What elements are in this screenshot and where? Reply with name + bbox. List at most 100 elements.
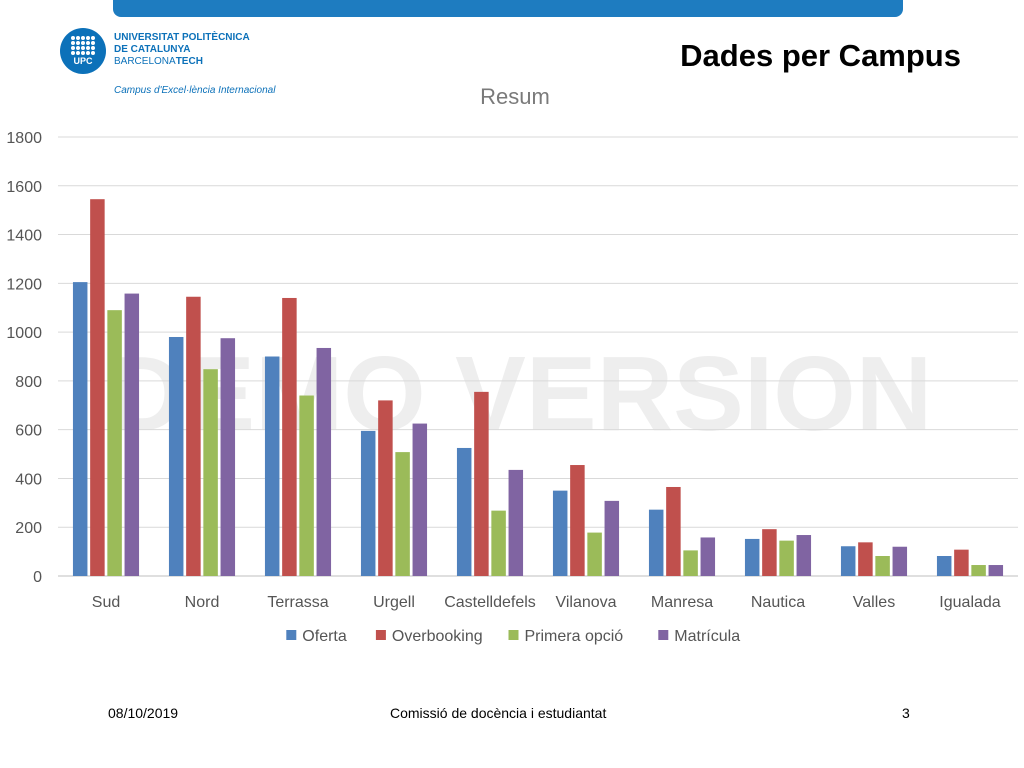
logo-dot xyxy=(86,51,90,55)
y-tick-label: 1600 xyxy=(6,179,42,196)
logo-dot xyxy=(76,46,80,50)
bar xyxy=(892,546,908,576)
logo-dot xyxy=(91,41,95,45)
x-tick-label: Manresa xyxy=(651,594,713,611)
bar xyxy=(395,452,410,576)
logo-name: UNIVERSITAT POLITÈCNICA DE CATALUNYA BAR… xyxy=(114,32,250,68)
y-tick-label: 400 xyxy=(15,471,42,488)
bar xyxy=(840,546,856,576)
bar xyxy=(700,537,716,576)
x-tick-label: Vilanova xyxy=(555,594,616,611)
bar xyxy=(762,529,777,576)
bar xyxy=(604,500,620,576)
logo-dot xyxy=(76,36,80,40)
logo-dot xyxy=(81,51,85,55)
legend-label: Oferta xyxy=(302,628,347,645)
legend-label: Primera opció xyxy=(525,628,624,645)
bar xyxy=(378,400,393,576)
bar xyxy=(744,538,760,576)
logo-dot xyxy=(71,41,75,45)
legend-label: Matrícula xyxy=(674,628,740,645)
bar xyxy=(72,282,88,576)
bar xyxy=(587,532,602,576)
bar xyxy=(264,356,280,576)
y-tick-label: 1400 xyxy=(6,228,42,245)
legend-swatch xyxy=(375,630,386,640)
bar xyxy=(779,540,794,576)
footer-page-number: 3 xyxy=(902,705,910,721)
footer-date: 08/10/2019 xyxy=(108,705,179,721)
bars-layer xyxy=(72,199,1004,577)
logo-line-1: UNIVERSITAT POLITÈCNICA xyxy=(114,32,250,43)
bar xyxy=(666,486,681,576)
y-tick-label: 200 xyxy=(15,520,42,537)
y-tick-label: 1800 xyxy=(6,130,42,147)
logo-dot xyxy=(91,36,95,40)
bar xyxy=(316,347,332,576)
x-tick-label: Terrassa xyxy=(267,594,328,611)
bar xyxy=(508,469,524,576)
legend-swatch xyxy=(286,630,297,640)
x-tick-label: Urgell xyxy=(373,594,415,611)
logo-dots-icon xyxy=(71,36,95,56)
logo-dot xyxy=(86,36,90,40)
top-accent-bar xyxy=(113,0,903,17)
logo-dot xyxy=(91,51,95,55)
logo-tagline: Campus d'Excel·lència Internacional xyxy=(114,85,276,96)
x-tick-label: Valles xyxy=(853,594,895,611)
bar xyxy=(90,199,105,577)
x-tick-label: Nord xyxy=(185,594,220,611)
legend-swatch xyxy=(508,630,519,640)
y-tick-label: 1000 xyxy=(6,325,42,342)
bar xyxy=(954,549,969,576)
bar xyxy=(858,542,873,576)
bar xyxy=(168,336,184,576)
demo-watermark: DEMO VERSION xyxy=(108,335,933,453)
logo-dot xyxy=(71,46,75,50)
bar xyxy=(971,565,986,576)
y-tick-label: 1200 xyxy=(6,276,42,293)
logo-dot xyxy=(86,46,90,50)
chart-title: Resum xyxy=(480,84,550,109)
x-tick-label: Igualada xyxy=(939,594,1000,611)
bar xyxy=(796,535,812,576)
university-logo: UPC UNIVERSITAT POLITÈCNICA DE CATALUNYA… xyxy=(60,28,320,103)
bar xyxy=(360,430,376,576)
bar xyxy=(107,310,122,576)
legend: Oferta Overbooking Primera opció Matrícula xyxy=(286,628,740,645)
y-tick-label: 800 xyxy=(15,374,42,391)
logo-abbr: UPC xyxy=(73,56,93,66)
logo-dot xyxy=(81,36,85,40)
logo-line-3: BARCELONATECH xyxy=(114,56,250,68)
axis-layer: 0 200 400 600 800 1000 1200 1400 1600 1800 Sud Nord… xyxy=(6,130,1000,611)
legend-label: Overbooking xyxy=(392,628,483,645)
bar xyxy=(299,395,314,576)
bar xyxy=(988,565,1004,576)
slide-title: Dades per Campus xyxy=(680,38,961,73)
bar xyxy=(875,556,890,576)
logo-dot xyxy=(76,41,80,45)
bar xyxy=(282,297,297,576)
legend-swatch xyxy=(658,630,669,640)
logo-line-3b: TECH xyxy=(175,56,203,67)
bar xyxy=(648,509,664,576)
bar xyxy=(124,293,140,576)
grid-layer xyxy=(58,136,1018,577)
bar xyxy=(552,490,568,576)
logo-dot xyxy=(86,41,90,45)
logo-dot xyxy=(91,46,95,50)
logo-dot xyxy=(71,36,75,40)
x-tick-label: Nautica xyxy=(751,594,805,611)
logo-emblem: UPC xyxy=(60,28,106,74)
bar xyxy=(474,391,489,576)
logo-dot xyxy=(81,46,85,50)
bar xyxy=(570,465,585,576)
logo-dot xyxy=(71,51,75,55)
logo-line-3a: BARCELONA xyxy=(114,56,176,67)
bar xyxy=(491,510,506,576)
bar xyxy=(412,423,428,576)
x-tick-label: Sud xyxy=(92,594,120,611)
logo-dot xyxy=(81,41,85,45)
logo-dot xyxy=(76,51,80,55)
